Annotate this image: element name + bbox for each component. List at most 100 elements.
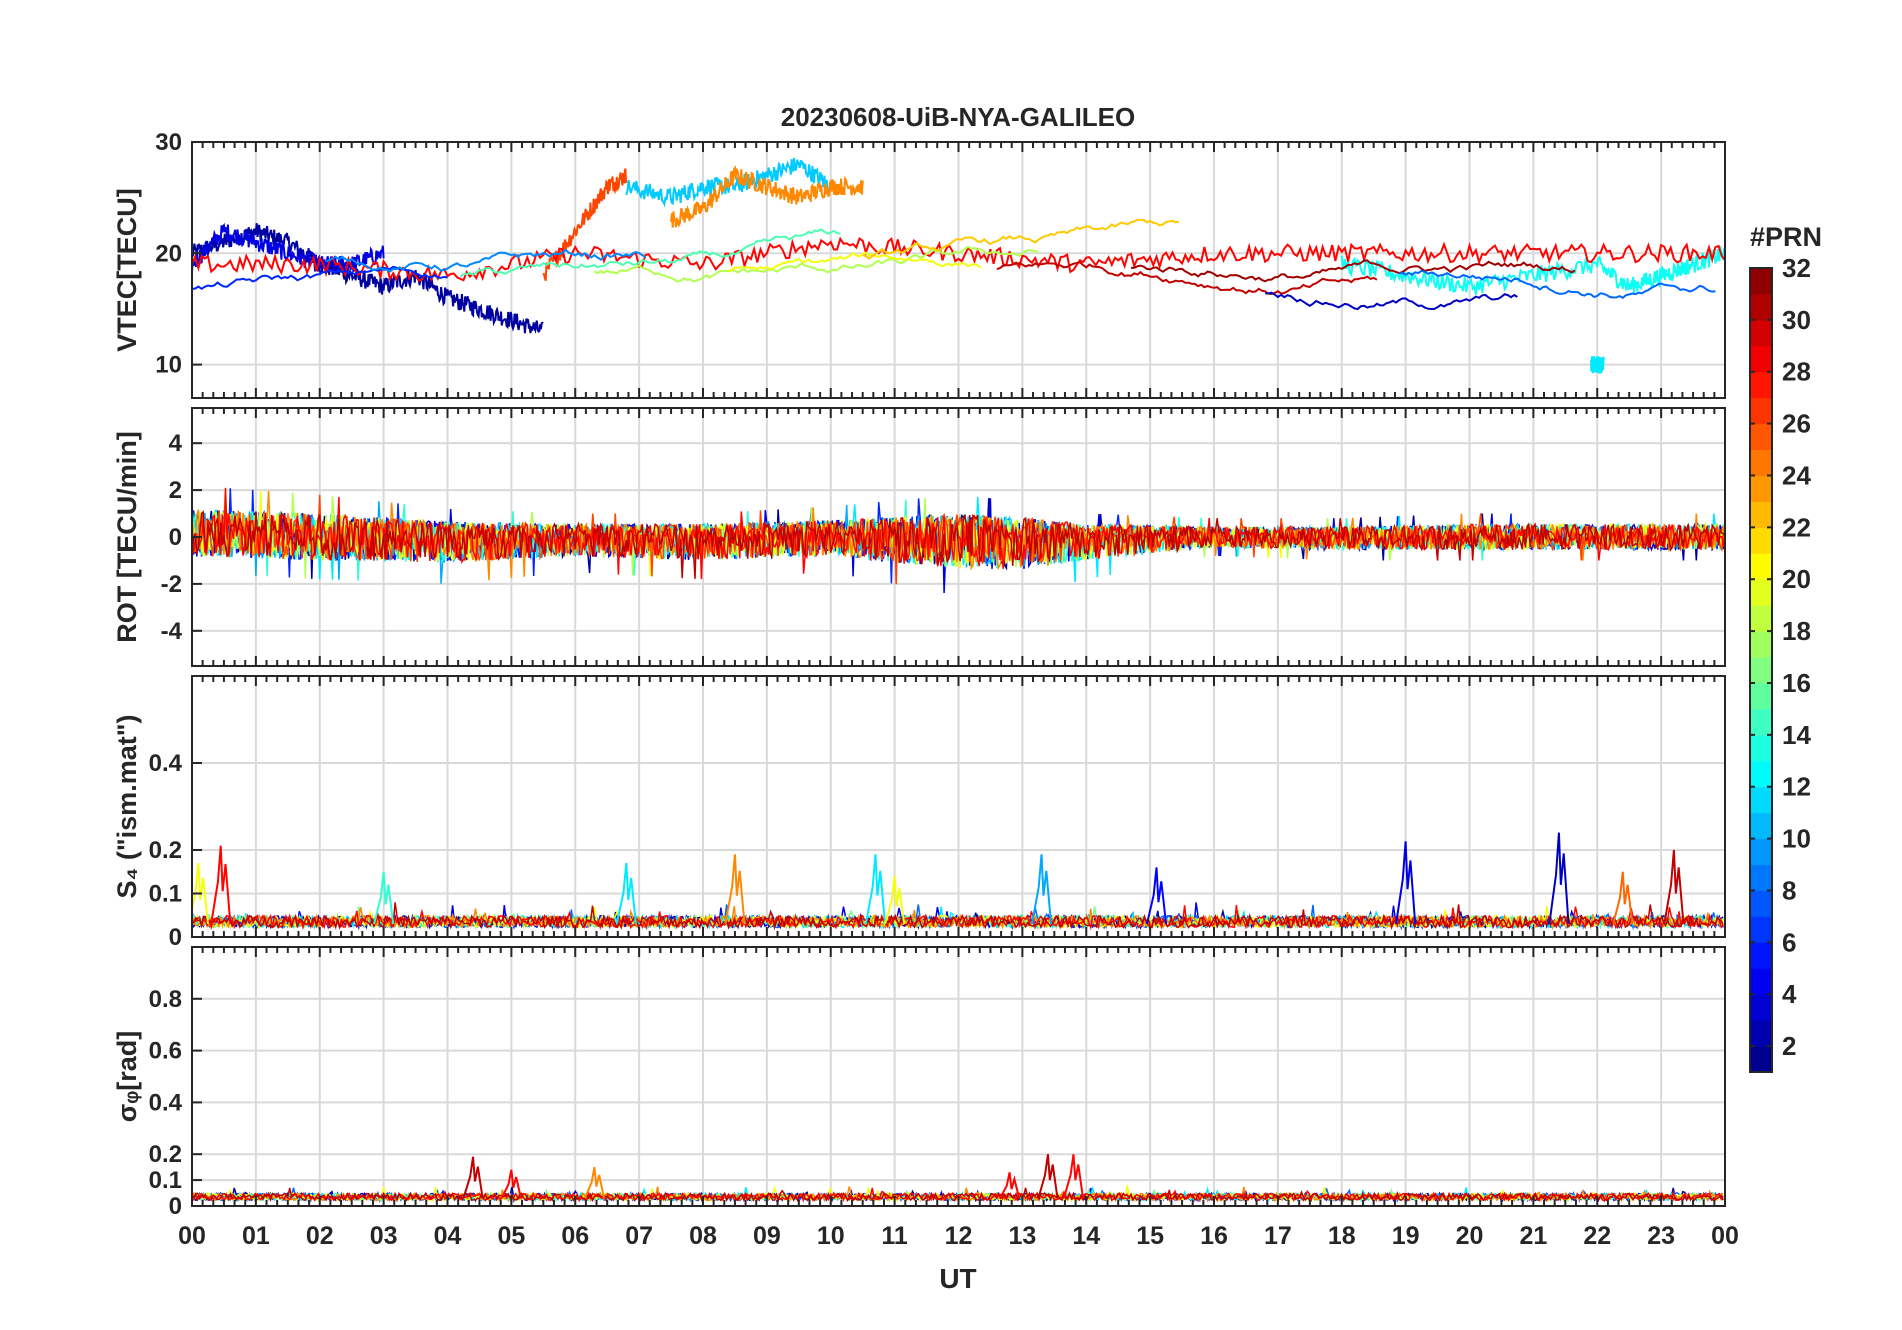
colorbar-tick-label: 30: [1782, 305, 1811, 335]
x-tick-label: 21: [1519, 1222, 1547, 1250]
x-tick-label: 00: [1711, 1222, 1739, 1250]
colorbar-label: #PRN: [1750, 222, 1822, 252]
y-axis-label-s4: S₄ ("ism.mat"): [112, 714, 142, 898]
colorbar-segment: [1750, 501, 1772, 528]
colorbar-segment: [1750, 994, 1772, 1021]
colorbar-tick-label: 26: [1782, 409, 1811, 439]
colorbar-segment: [1750, 838, 1772, 866]
y-tick-label: 30: [155, 129, 182, 156]
vtec-series-prn-28: [192, 236, 1725, 282]
s4-peak-prn-14: [373, 871, 395, 925]
colorbar-segment: [1750, 449, 1772, 476]
colorbar-segment: [1750, 293, 1772, 321]
colorbar-tick-label: 20: [1782, 564, 1811, 594]
colorbar-segment: [1750, 657, 1772, 684]
sigma_phi-peak-prn-30: [1037, 1154, 1059, 1199]
colorbar-frame: [1749, 267, 1773, 1073]
vtec-series-prn-30: [996, 261, 1378, 296]
s4-peak-prn-10: [1030, 854, 1053, 925]
sigma_phi-peak-prn-28: [999, 1172, 1021, 1199]
s4-peak-prn-12: [615, 862, 637, 925]
s4-peak-prn-20: [884, 875, 906, 925]
colorbar-tick-label: 28: [1782, 357, 1811, 387]
rot-series-prn-14: [192, 499, 1725, 581]
colorbar-tick-label: 12: [1782, 772, 1811, 802]
vtec-series-prn-9: [325, 248, 647, 273]
s4-series-prn-30: [192, 902, 1724, 931]
y-tick-label: 0.8: [149, 986, 182, 1013]
colorbar-segment: [1750, 1020, 1772, 1047]
vtec-series-prn-18: [593, 245, 1039, 283]
vtec-series-prn-13: [1340, 246, 1725, 295]
vtec-series-prn-15: [459, 228, 841, 278]
y-tick-label: 10: [155, 352, 182, 379]
vtec-series-prn-12: [1589, 356, 1605, 374]
sigma_phi-peak-prn-30: [462, 1156, 484, 1199]
colorbar-segment: [1750, 319, 1772, 347]
x-tick-label: 00: [178, 1222, 206, 1250]
x-tick-label: 12: [945, 1222, 973, 1250]
x-tick-label: 09: [753, 1222, 781, 1250]
y-tick-label: 2: [169, 477, 182, 504]
x-tick-label: 05: [497, 1222, 525, 1250]
colorbar-segment: [1750, 968, 1772, 995]
s4-peak-prn-12: [864, 854, 887, 925]
vtec-series-prn-20: [727, 251, 982, 273]
colorbar-segment: [1750, 760, 1772, 788]
colorbar-tick-label: 16: [1782, 668, 1811, 698]
s4-peak-prn-3: [1548, 832, 1570, 925]
colorbar-segment: [1750, 579, 1772, 606]
x-tick-label: 20: [1456, 1222, 1484, 1250]
x-tick-label: 13: [1008, 1222, 1036, 1250]
rot-series-prn-30: [192, 510, 1725, 579]
colorbar-tick-label: 10: [1782, 824, 1811, 854]
y-tick-label: 0: [169, 924, 182, 951]
colorbar-segment: [1750, 553, 1772, 580]
colorbar-segment: [1750, 345, 1772, 373]
colorbar-segment: [1750, 527, 1772, 554]
colorbar-segment: [1750, 397, 1772, 425]
y-axis-label-vtec: VTEC[TECU]: [112, 188, 142, 352]
vtec-series-prn-2: [192, 223, 544, 334]
vtec-series-prn-11: [625, 157, 832, 208]
colorbar-segment: [1750, 475, 1772, 502]
colorbar-segment: [1750, 812, 1772, 840]
y-tick-label: 0: [169, 1193, 182, 1220]
y-tick-label: 4: [169, 430, 183, 457]
y-tick-label: 0.6: [149, 1038, 182, 1065]
sigma_phi-peak-prn-28: [1062, 1154, 1085, 1199]
x-axis-label: UT: [939, 1263, 976, 1294]
data-lines-s4: [192, 832, 1724, 931]
x-tick-label: 10: [817, 1222, 845, 1250]
colorbar-segment: [1750, 942, 1772, 969]
colorbar-segment: [1750, 268, 1772, 295]
colorbar-tick-label: 22: [1782, 512, 1811, 542]
y-tick-label: 20: [155, 240, 182, 267]
x-tick-label: 16: [1200, 1222, 1228, 1250]
y-axis-label-sigma_phi: σᵩ[rad]: [112, 1031, 142, 1122]
x-tick-label: 08: [689, 1222, 717, 1250]
colorbar-tick-label: 8: [1782, 875, 1796, 905]
panel-rot: -4 -2 0 2 4 ROT [TECU/min]: [112, 407, 1726, 667]
x-tick-label: 14: [1072, 1222, 1100, 1250]
colorbar-segment: [1750, 682, 1772, 710]
sigma_phi-peak-prn-24: [583, 1166, 605, 1199]
x-tick-label: 23: [1647, 1222, 1675, 1250]
x-tick-label: 04: [434, 1222, 462, 1250]
x-tick-label: 22: [1583, 1222, 1611, 1250]
s4-peak-prn-24: [724, 854, 746, 925]
rot-series-prn-28: [192, 487, 1725, 580]
data-lines-vtec: [192, 157, 1725, 374]
y-tick-label: 0.4: [149, 1089, 183, 1116]
x-tick-label: 01: [242, 1222, 270, 1250]
colorbar-tick-label: 32: [1782, 253, 1811, 283]
s4-peak-prn-20: [192, 862, 209, 925]
y-tick-label: 0.2: [149, 837, 182, 864]
colorbar-segment: [1750, 786, 1772, 814]
y-tick-label: 0.1: [149, 881, 182, 908]
s4-peak-prn-30: [1663, 849, 1685, 925]
colorbar-tick-label: 6: [1782, 927, 1796, 957]
